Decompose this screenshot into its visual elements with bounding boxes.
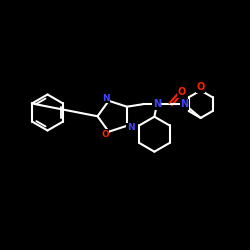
Text: O: O bbox=[101, 130, 109, 139]
Text: N: N bbox=[127, 123, 134, 132]
Text: O: O bbox=[177, 87, 186, 97]
Text: O: O bbox=[196, 82, 205, 92]
Text: N: N bbox=[102, 94, 110, 103]
Text: N: N bbox=[180, 99, 188, 109]
Text: N: N bbox=[153, 99, 161, 109]
